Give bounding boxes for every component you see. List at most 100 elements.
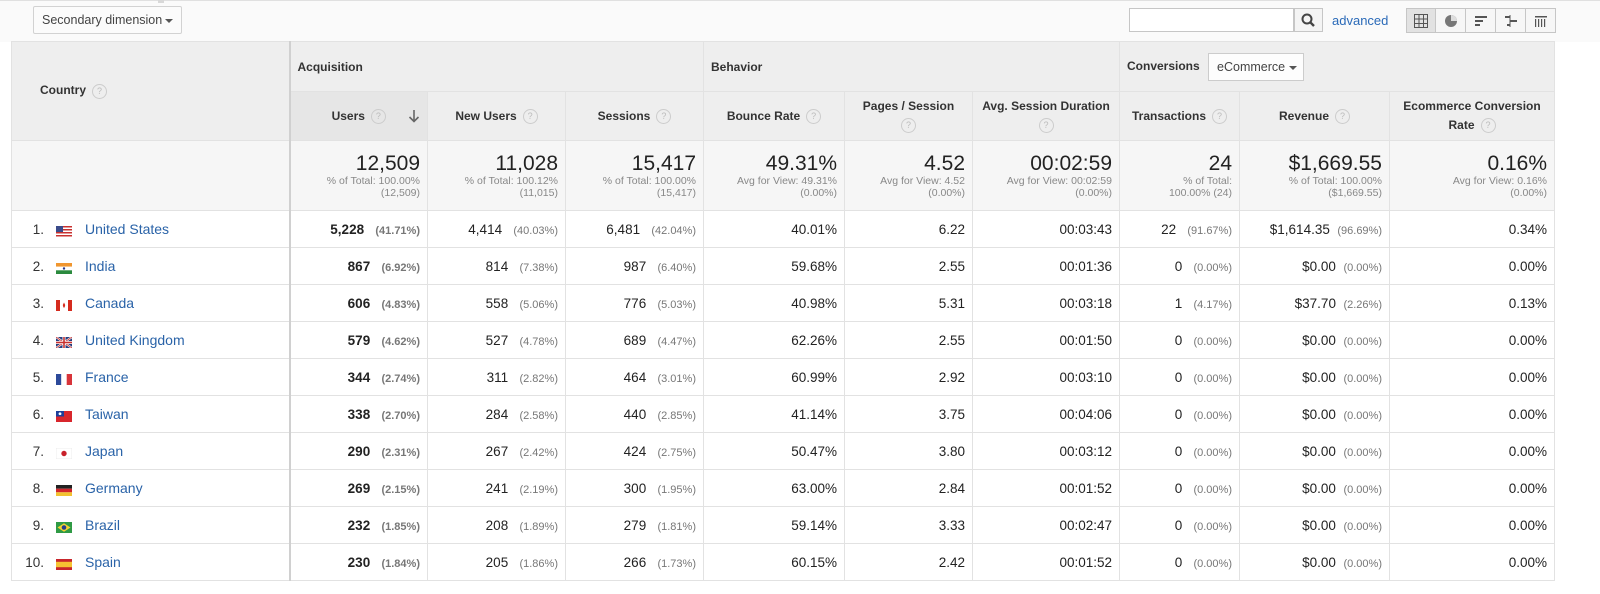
transactions-cell: 0 (0.00%) [1119, 432, 1240, 470]
advanced-filter-link[interactable]: advanced [1332, 13, 1389, 28]
bounce-rate-header[interactable]: Bounce Rate? [703, 91, 845, 141]
performance-view-button[interactable] [1466, 8, 1496, 33]
total-line1: Avg for View: 0.16% [1452, 174, 1547, 187]
row-number: 3. [32, 296, 44, 311]
users-cell: 867 (6.92%) [289, 247, 428, 285]
country-link[interactable]: Taiwan [85, 406, 129, 422]
toolbar [0, 0, 1600, 42]
pages-session-cell: 2.42 [844, 543, 973, 581]
revenue-header-label: Revenue [1278, 108, 1330, 123]
pages-session-value: 6.22 [938, 221, 965, 237]
help-icon[interactable]: ? [92, 83, 107, 99]
revenue-value: $0.00 [1302, 332, 1336, 348]
help-icon[interactable]: ? [656, 108, 672, 124]
new-users-cell: 527 (4.78%) [427, 321, 566, 359]
sort-descending-icon[interactable] [408, 109, 420, 123]
secondary-dimension-dropdown[interactable]: Secondary dimension [33, 6, 182, 34]
avg-duration-cell: 00:04:06 [972, 395, 1120, 433]
pie-view-button[interactable] [1436, 8, 1466, 33]
users-value: 338 [347, 406, 371, 422]
sessions-value: 987 [623, 258, 647, 274]
country-link[interactable]: Brazil [85, 517, 121, 533]
country-cell: 8. Germany [11, 469, 291, 507]
country-link[interactable]: India [85, 258, 116, 274]
pages-session-cell: 3.80 [844, 432, 973, 470]
acquisition-group-header: Acquisition [289, 41, 704, 92]
sessions-header[interactable]: Sessions? [565, 91, 704, 141]
help-icon[interactable]: ? [1335, 108, 1351, 124]
conversion-type-dropdown[interactable]: eCommerce [1208, 52, 1305, 81]
row-number: 2. [32, 259, 44, 274]
search-button[interactable] [1294, 8, 1323, 32]
country-link[interactable]: United Kingdom [85, 332, 185, 348]
behavior-group-header: Behavior [703, 41, 1120, 92]
sessions-percent: (42.04%) [651, 224, 696, 237]
transactions-percent: (0.00%) [1193, 520, 1232, 533]
sessions-value: 300 [623, 480, 647, 496]
transactions-header[interactable]: Transactions? [1119, 91, 1240, 141]
country-link[interactable]: France [85, 369, 129, 385]
conversion-rate-value: 0.13% [1508, 295, 1547, 311]
sessions-percent: (1.95%) [657, 483, 696, 496]
new-users-value: 4,414 [468, 221, 503, 237]
total-value: 11,028 [495, 151, 558, 175]
search-icon [1301, 13, 1315, 27]
new-users-cell: 284 (2.58%) [427, 395, 566, 433]
help-icon[interactable]: ? [522, 108, 538, 124]
transactions-cell: 22 (91.67%) [1119, 210, 1240, 248]
revenue-percent: (0.00%) [1343, 261, 1382, 274]
new-users-cell: 558 (5.06%) [427, 284, 566, 322]
country-link[interactable]: Spain [85, 554, 121, 570]
total-line1: Avg for View: 4.52 [880, 174, 965, 187]
sessions-percent: (1.81%) [657, 520, 696, 533]
country-header[interactable]: Country? [11, 41, 291, 141]
sessions-cell: 464 (3.01%) [565, 358, 704, 396]
table-row: 4. United Kingdom 579 (4.62%) 527 (4.78%) 68… [11, 321, 1555, 359]
revenue-value: $0.00 [1302, 554, 1336, 570]
country-link[interactable]: Canada [85, 295, 135, 311]
country-link[interactable]: Japan [85, 443, 124, 459]
pages-session-header[interactable]: Pages / Session? [844, 91, 973, 141]
country-flag-icon [55, 336, 73, 349]
country-link[interactable]: Germany [85, 480, 143, 496]
pages-session-value: 3.75 [938, 406, 965, 422]
country-cell: 10. Spain [11, 543, 291, 581]
revenue-value: $1,614.35 [1269, 221, 1330, 237]
new-users-cell: 814 (7.38%) [427, 247, 566, 285]
sessions-cell: 266 (1.73%) [565, 543, 704, 581]
conversion-rate-header[interactable]: Ecommerce Conversion Rate? [1389, 91, 1555, 141]
data-table-view-button[interactable] [1406, 8, 1436, 33]
row-number: 8. [32, 481, 44, 496]
help-icon[interactable]: ? [1038, 118, 1054, 134]
comparison-icon [1504, 14, 1517, 27]
country-link[interactable]: United States [85, 221, 170, 237]
total-line1: % of Total: 100.00% [326, 174, 420, 187]
help-icon[interactable]: ? [901, 118, 916, 134]
table-search-input[interactable] [1129, 8, 1294, 32]
help-icon[interactable]: ? [806, 108, 822, 124]
revenue-header[interactable]: Revenue? [1239, 91, 1390, 141]
users-percent: (1.85%) [381, 520, 420, 533]
total-users: 12,509% of Total: 100.00% (12,509) [289, 140, 428, 211]
comparison-view-button[interactable] [1496, 8, 1526, 33]
new-users-percent: (2.58%) [519, 409, 558, 422]
pivot-view-button[interactable] [1526, 8, 1556, 33]
transactions-cell: 1 (4.17%) [1119, 284, 1240, 322]
conversion-rate-cell: 0.00% [1389, 321, 1555, 359]
new-users-header[interactable]: New Users? [427, 91, 566, 141]
conversion-rate-value: 0.00% [1508, 332, 1547, 348]
country-flag-icon [56, 410, 72, 422]
bounce-rate-value: 60.99% [791, 369, 837, 385]
avg-duration-header[interactable]: Avg. Session Duration? [972, 91, 1120, 141]
country-cell: 5. France [11, 358, 291, 396]
users-header[interactable]: Users? [289, 91, 428, 141]
table-row: 7. Japan 290 (2.31%) 267 (2.42%) 424 (2.75%)… [11, 432, 1555, 470]
pages-session-cell: 2.55 [844, 247, 973, 285]
help-icon[interactable]: ? [1480, 118, 1496, 134]
help-icon[interactable]: ? [370, 108, 386, 124]
transactions-percent: (91.67%) [1187, 224, 1232, 237]
transactions-cell: 0 (0.00%) [1119, 358, 1240, 396]
new-users-percent: (2.82%) [519, 372, 558, 385]
help-icon[interactable]: ? [1212, 108, 1228, 124]
users-cell: 579 (4.62%) [289, 321, 428, 359]
